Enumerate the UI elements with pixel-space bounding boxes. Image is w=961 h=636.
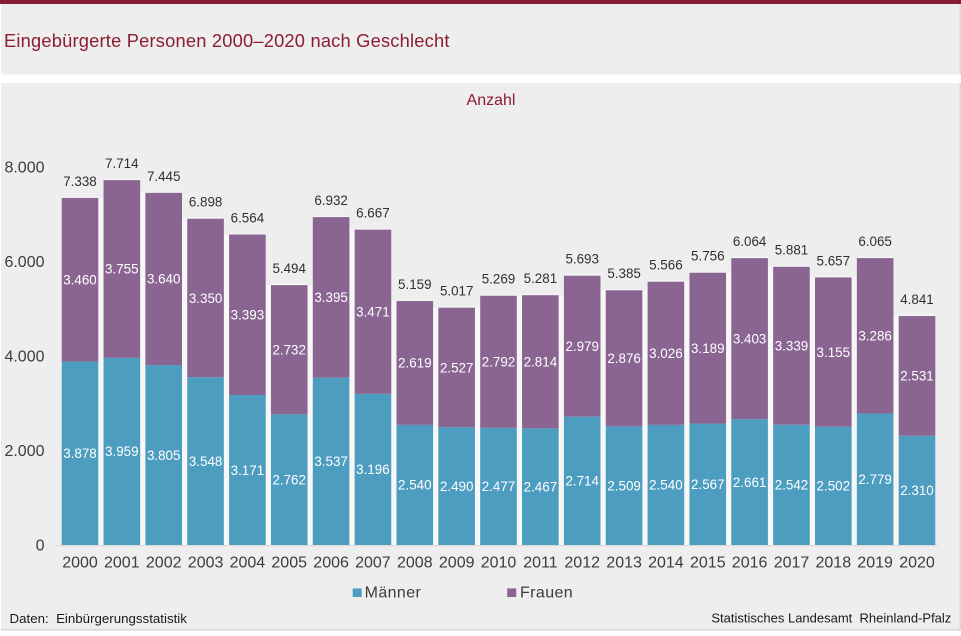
svg-text:3.026: 3.026 <box>649 346 683 361</box>
svg-text:Männer: Männer <box>365 584 422 601</box>
svg-text:5.693: 5.693 <box>565 252 599 267</box>
svg-text:2006: 2006 <box>313 555 349 572</box>
svg-text:2.467: 2.467 <box>524 480 558 495</box>
svg-text:3.755: 3.755 <box>105 262 139 277</box>
svg-text:2001: 2001 <box>104 555 140 572</box>
svg-text:3.171: 3.171 <box>231 463 265 478</box>
svg-text:5.281: 5.281 <box>524 271 558 286</box>
svg-text:3.959: 3.959 <box>105 444 139 459</box>
svg-text:2018: 2018 <box>816 555 852 572</box>
svg-text:6.000: 6.000 <box>4 254 44 271</box>
svg-text:2.540: 2.540 <box>649 478 683 493</box>
svg-text:3.537: 3.537 <box>314 454 348 469</box>
svg-text:2.310: 2.310 <box>900 483 934 498</box>
svg-text:Eingebürgerte Personen 2000–20: Eingebürgerte Personen 2000–2020 nach Ge… <box>4 30 450 51</box>
svg-text:6.932: 6.932 <box>314 193 348 208</box>
svg-text:2.509: 2.509 <box>607 479 641 494</box>
svg-text:2003: 2003 <box>188 555 224 572</box>
svg-text:2.000: 2.000 <box>4 443 44 460</box>
svg-text:4.841: 4.841 <box>900 292 934 307</box>
svg-text:2013: 2013 <box>606 555 642 572</box>
svg-text:7.338: 7.338 <box>63 174 97 189</box>
svg-text:2017: 2017 <box>774 555 810 572</box>
svg-text:6.667: 6.667 <box>356 206 390 221</box>
svg-text:2005: 2005 <box>271 555 307 572</box>
svg-text:3.805: 3.805 <box>147 448 181 463</box>
svg-text:2.792: 2.792 <box>482 355 516 370</box>
svg-text:2.527: 2.527 <box>440 360 474 375</box>
svg-text:3.640: 3.640 <box>147 272 181 287</box>
svg-text:Frauen: Frauen <box>520 584 573 601</box>
svg-text:7.714: 7.714 <box>105 156 139 171</box>
svg-text:2016: 2016 <box>732 555 768 572</box>
svg-text:6.898: 6.898 <box>189 195 223 210</box>
svg-text:2020: 2020 <box>899 555 935 572</box>
svg-text:6.564: 6.564 <box>231 210 265 225</box>
svg-text:5.881: 5.881 <box>775 243 809 258</box>
svg-text:2.542: 2.542 <box>775 478 809 493</box>
svg-text:2010: 2010 <box>481 555 517 572</box>
svg-text:2.732: 2.732 <box>272 343 306 358</box>
svg-text:Anzahl: Anzahl <box>467 92 516 109</box>
svg-text:2000: 2000 <box>62 555 98 572</box>
svg-text:2014: 2014 <box>648 555 684 572</box>
svg-text:5.494: 5.494 <box>272 261 306 276</box>
svg-text:0: 0 <box>36 538 45 555</box>
svg-text:2012: 2012 <box>564 555 600 572</box>
svg-text:2004: 2004 <box>230 555 266 572</box>
svg-text:3.878: 3.878 <box>63 446 97 461</box>
svg-text:2.714: 2.714 <box>565 474 599 489</box>
svg-text:3.471: 3.471 <box>356 305 390 320</box>
svg-text:5.269: 5.269 <box>482 272 516 287</box>
svg-text:3.196: 3.196 <box>356 462 390 477</box>
svg-text:3.339: 3.339 <box>775 339 809 354</box>
svg-text:2.814: 2.814 <box>524 355 558 370</box>
svg-text:Daten: Einbürgerungsstatistik: Daten: Einbürgerungsstatistik <box>10 611 188 626</box>
svg-text:2.661: 2.661 <box>733 475 767 490</box>
svg-text:3.189: 3.189 <box>691 341 725 356</box>
svg-text:5.017: 5.017 <box>440 284 474 299</box>
svg-text:3.548: 3.548 <box>189 454 223 469</box>
svg-text:3.350: 3.350 <box>189 291 223 306</box>
svg-text:3.460: 3.460 <box>63 273 97 288</box>
svg-text:5.756: 5.756 <box>691 249 725 264</box>
svg-text:2019: 2019 <box>857 555 893 572</box>
svg-text:2.762: 2.762 <box>272 473 306 488</box>
svg-text:3.395: 3.395 <box>314 290 348 305</box>
svg-text:2011: 2011 <box>523 555 558 572</box>
svg-text:3.155: 3.155 <box>817 345 851 360</box>
svg-text:2015: 2015 <box>690 555 726 572</box>
svg-text:5.385: 5.385 <box>607 266 641 281</box>
svg-text:2.531: 2.531 <box>900 369 934 384</box>
svg-text:2.619: 2.619 <box>398 356 432 371</box>
svg-text:6.065: 6.065 <box>858 234 892 249</box>
svg-text:Statistisches Landesamt Rhein: Statistisches Landesamt Rheinland-Pfalz <box>711 610 951 625</box>
svg-text:7.445: 7.445 <box>147 169 181 184</box>
svg-text:6.064: 6.064 <box>733 234 767 249</box>
svg-text:2002: 2002 <box>146 555 182 572</box>
svg-text:3.403: 3.403 <box>733 332 767 347</box>
svg-text:2007: 2007 <box>355 555 391 572</box>
svg-text:2.979: 2.979 <box>565 339 599 354</box>
svg-text:5.159: 5.159 <box>398 277 432 292</box>
svg-text:2.567: 2.567 <box>691 477 725 492</box>
svg-text:2.876: 2.876 <box>607 351 641 366</box>
svg-text:3.393: 3.393 <box>231 308 265 323</box>
svg-text:8.000: 8.000 <box>4 159 44 176</box>
svg-text:2.779: 2.779 <box>858 472 892 487</box>
svg-text:5.566: 5.566 <box>649 258 683 273</box>
svg-text:2.477: 2.477 <box>482 479 516 494</box>
svg-text:3.286: 3.286 <box>858 329 892 344</box>
svg-text:2009: 2009 <box>439 555 475 572</box>
svg-text:5.657: 5.657 <box>817 253 851 268</box>
svg-text:2008: 2008 <box>397 555 433 572</box>
svg-text:2.490: 2.490 <box>440 479 474 494</box>
svg-text:4.000: 4.000 <box>4 349 44 366</box>
svg-text:2.540: 2.540 <box>398 478 432 493</box>
svg-text:2.502: 2.502 <box>817 479 851 494</box>
